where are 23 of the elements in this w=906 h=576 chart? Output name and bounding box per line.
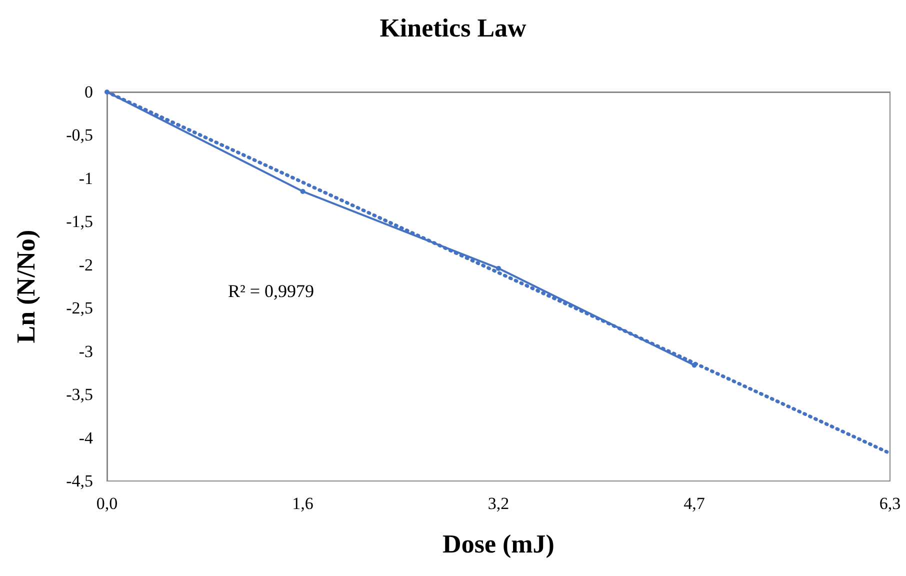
- annotation: R² = 0,9979: [228, 281, 314, 301]
- y-tick-label: -3: [78, 342, 93, 361]
- y-tick-label: -2,5: [66, 298, 93, 318]
- point: [496, 266, 501, 271]
- x-tick-label: 3,2: [488, 494, 510, 513]
- x-tick-label: 6,3: [879, 494, 901, 513]
- point: [104, 90, 110, 94]
- x-axis-title: Dose (mJ): [442, 530, 554, 558]
- x-tick-label: 1,6: [292, 494, 314, 513]
- point: [300, 188, 306, 194]
- y-tick-label: -4,5: [66, 472, 93, 490]
- y-axis-title: Ln (N/No): [12, 230, 40, 344]
- y-tick-label: -0,5: [66, 126, 93, 145]
- x-tick-label: 0,0: [96, 494, 118, 513]
- y-tick-label: -1,5: [66, 212, 93, 232]
- y-tick-label: -2: [78, 255, 93, 274]
- chart-title: Kinetics Law: [380, 14, 527, 42]
- y-tick-label: 0: [84, 82, 93, 102]
- y-tick-label: -4: [78, 428, 94, 448]
- y-tick-label: -3,5: [66, 385, 93, 404]
- x-tick-label: 4,7: [684, 494, 706, 513]
- y-tick-label: -1: [78, 168, 93, 188]
- point: [692, 362, 697, 368]
